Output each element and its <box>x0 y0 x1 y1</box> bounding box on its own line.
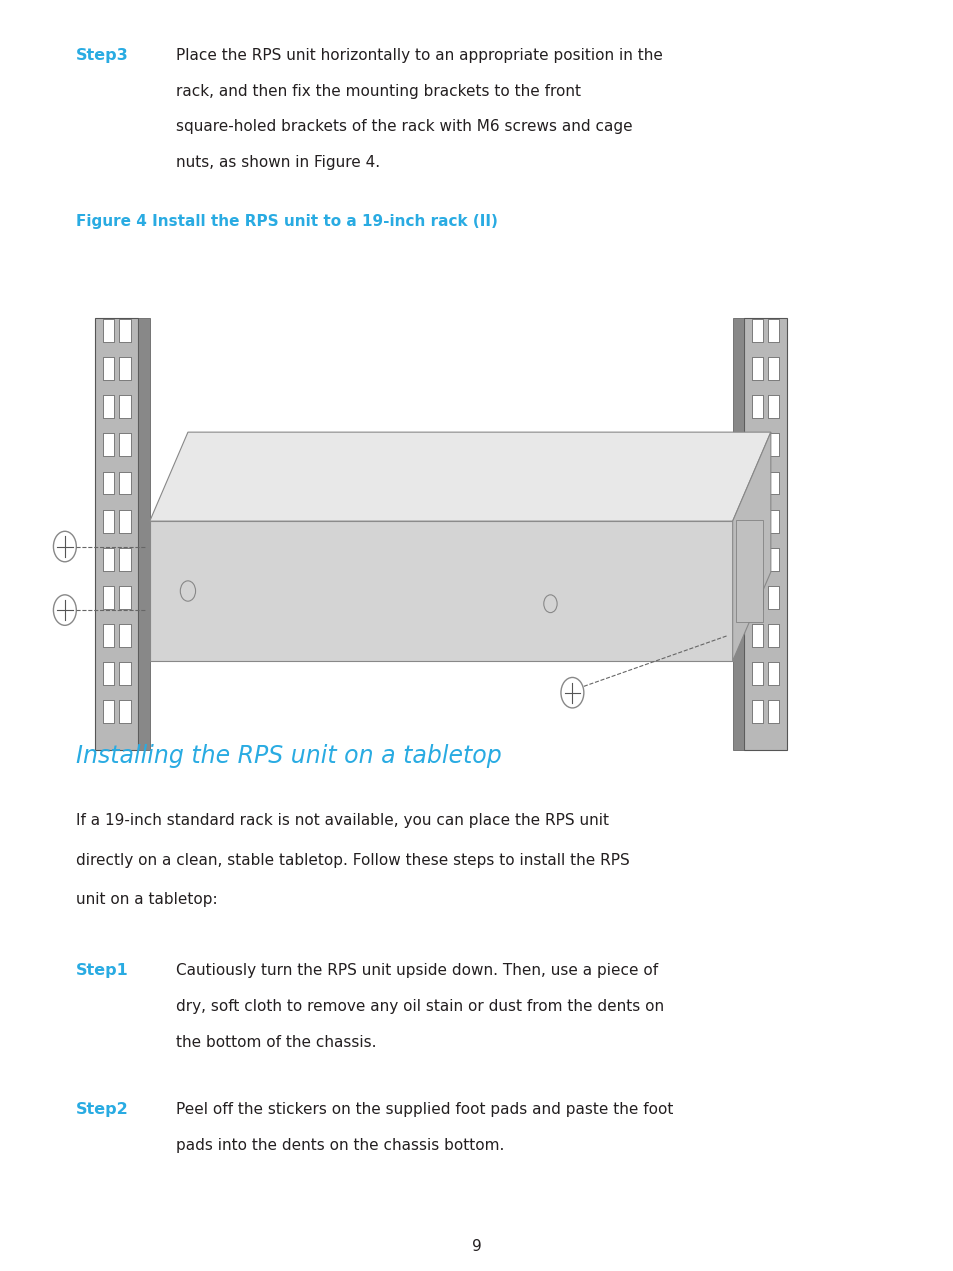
FancyBboxPatch shape <box>119 472 131 494</box>
FancyBboxPatch shape <box>767 319 779 342</box>
Text: Cautiously turn the RPS unit upside down. Then, use a piece of: Cautiously turn the RPS unit upside down… <box>176 963 658 979</box>
Text: directly on a clean, stable tabletop. Follow these steps to install the RPS: directly on a clean, stable tabletop. Fo… <box>76 853 629 868</box>
FancyBboxPatch shape <box>743 318 786 750</box>
FancyBboxPatch shape <box>119 700 131 723</box>
FancyBboxPatch shape <box>751 472 762 494</box>
FancyBboxPatch shape <box>119 319 131 342</box>
Text: Place the RPS unit horizontally to an appropriate position in the: Place the RPS unit horizontally to an ap… <box>176 48 662 64</box>
FancyBboxPatch shape <box>751 510 762 533</box>
FancyBboxPatch shape <box>767 662 779 685</box>
FancyBboxPatch shape <box>103 433 114 456</box>
FancyBboxPatch shape <box>767 548 779 571</box>
FancyBboxPatch shape <box>751 433 762 456</box>
FancyBboxPatch shape <box>103 510 114 533</box>
FancyBboxPatch shape <box>732 318 743 750</box>
Polygon shape <box>732 432 770 661</box>
FancyBboxPatch shape <box>751 548 762 571</box>
FancyBboxPatch shape <box>751 357 762 380</box>
FancyBboxPatch shape <box>736 520 762 622</box>
Text: square-holed brackets of the rack with M6 screws and cage: square-holed brackets of the rack with M… <box>176 119 633 135</box>
FancyBboxPatch shape <box>767 510 779 533</box>
Text: 9: 9 <box>472 1239 481 1254</box>
FancyBboxPatch shape <box>751 700 762 723</box>
Text: Peel off the stickers on the supplied foot pads and paste the foot: Peel off the stickers on the supplied fo… <box>176 1102 673 1117</box>
Text: Step2: Step2 <box>76 1102 129 1117</box>
FancyBboxPatch shape <box>751 662 762 685</box>
FancyBboxPatch shape <box>767 700 779 723</box>
FancyBboxPatch shape <box>751 319 762 342</box>
FancyBboxPatch shape <box>150 521 732 661</box>
Text: Installing the RPS unit on a tabletop: Installing the RPS unit on a tabletop <box>76 744 501 768</box>
Polygon shape <box>150 432 770 521</box>
Text: nuts, as shown in Figure 4.: nuts, as shown in Figure 4. <box>176 155 380 170</box>
FancyBboxPatch shape <box>103 395 114 418</box>
FancyBboxPatch shape <box>103 586 114 609</box>
FancyBboxPatch shape <box>103 548 114 571</box>
FancyBboxPatch shape <box>138 318 150 750</box>
Text: rack, and then fix the mounting brackets to the front: rack, and then fix the mounting brackets… <box>176 84 581 99</box>
Text: pads into the dents on the chassis bottom.: pads into the dents on the chassis botto… <box>176 1138 504 1153</box>
FancyBboxPatch shape <box>103 357 114 380</box>
Text: Step1: Step1 <box>76 963 129 979</box>
Text: unit on a tabletop:: unit on a tabletop: <box>76 892 217 907</box>
Text: If a 19-inch standard rack is not available, you can place the RPS unit: If a 19-inch standard rack is not availa… <box>76 813 609 829</box>
FancyBboxPatch shape <box>103 700 114 723</box>
Text: the bottom of the chassis.: the bottom of the chassis. <box>176 1035 376 1050</box>
Text: Step3: Step3 <box>76 48 129 64</box>
FancyBboxPatch shape <box>767 472 779 494</box>
FancyBboxPatch shape <box>767 357 779 380</box>
FancyBboxPatch shape <box>751 395 762 418</box>
FancyBboxPatch shape <box>751 624 762 647</box>
FancyBboxPatch shape <box>119 395 131 418</box>
FancyBboxPatch shape <box>767 433 779 456</box>
FancyBboxPatch shape <box>119 624 131 647</box>
FancyBboxPatch shape <box>103 472 114 494</box>
FancyBboxPatch shape <box>103 662 114 685</box>
FancyBboxPatch shape <box>103 319 114 342</box>
FancyBboxPatch shape <box>767 395 779 418</box>
FancyBboxPatch shape <box>119 510 131 533</box>
FancyBboxPatch shape <box>767 586 779 609</box>
FancyBboxPatch shape <box>103 624 114 647</box>
FancyBboxPatch shape <box>751 586 762 609</box>
Text: Figure 4 Install the RPS unit to a 19-inch rack (II): Figure 4 Install the RPS unit to a 19-in… <box>76 214 497 229</box>
FancyBboxPatch shape <box>119 548 131 571</box>
FancyBboxPatch shape <box>119 433 131 456</box>
Text: dry, soft cloth to remove any oil stain or dust from the dents on: dry, soft cloth to remove any oil stain … <box>176 999 664 1014</box>
FancyBboxPatch shape <box>119 357 131 380</box>
FancyBboxPatch shape <box>119 662 131 685</box>
FancyBboxPatch shape <box>767 624 779 647</box>
FancyBboxPatch shape <box>95 318 138 750</box>
FancyBboxPatch shape <box>119 586 131 609</box>
